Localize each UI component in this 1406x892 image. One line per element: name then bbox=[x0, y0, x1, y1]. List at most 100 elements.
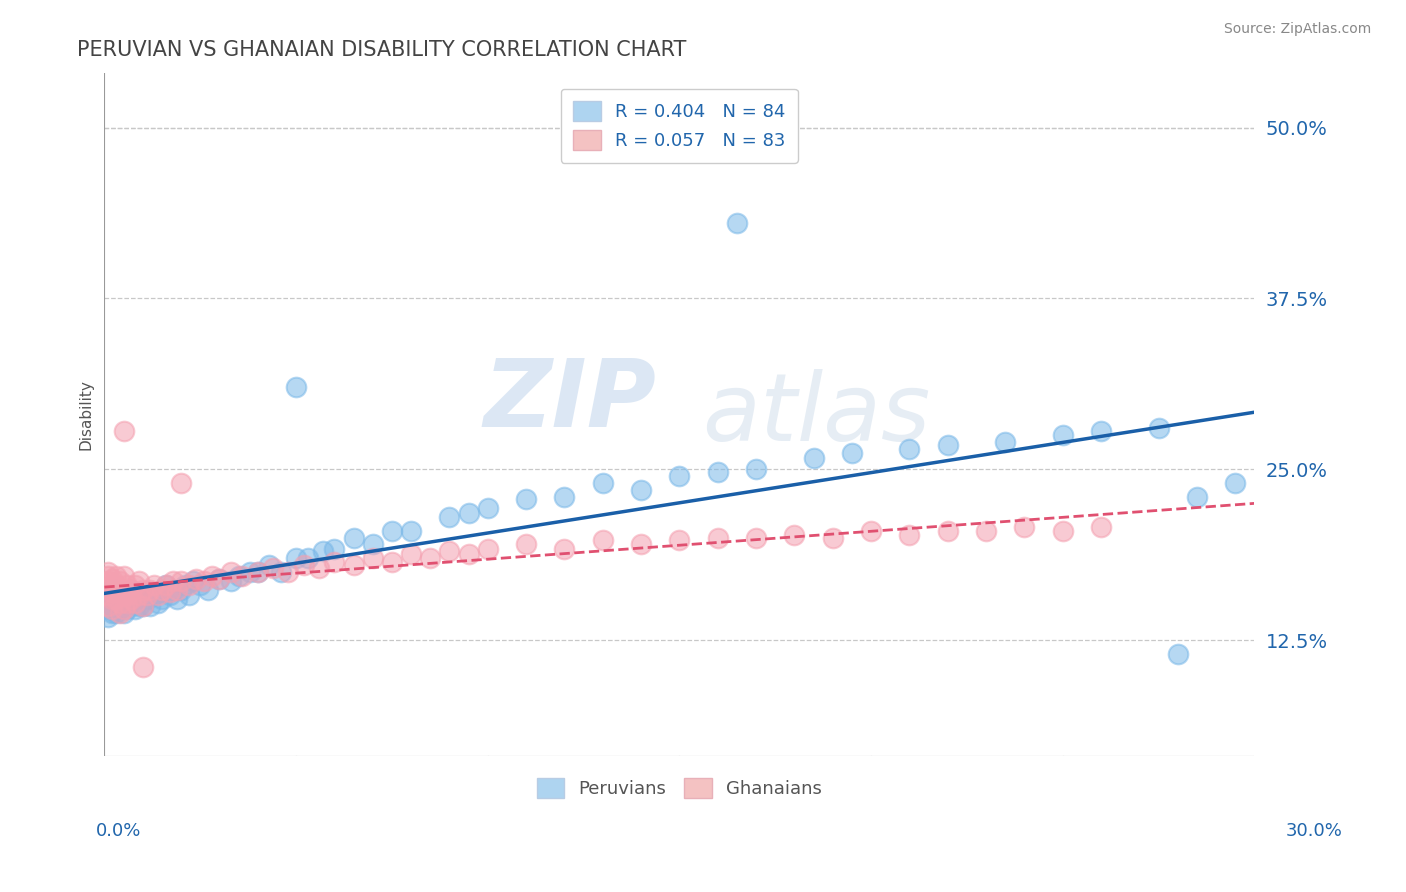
Point bbox=[1185, 490, 1208, 504]
Text: 0.0%: 0.0% bbox=[96, 822, 141, 840]
Point bbox=[208, 572, 231, 586]
Point bbox=[1147, 421, 1170, 435]
Point bbox=[104, 592, 127, 607]
Point bbox=[553, 490, 575, 504]
Point bbox=[277, 565, 299, 579]
Point bbox=[1090, 519, 1112, 533]
Point bbox=[231, 569, 253, 583]
Point bbox=[104, 582, 127, 597]
Point bbox=[159, 588, 181, 602]
Point bbox=[124, 578, 146, 592]
Point bbox=[177, 588, 200, 602]
Point bbox=[132, 588, 155, 602]
Point bbox=[112, 601, 135, 615]
Point bbox=[630, 483, 652, 497]
Point bbox=[108, 574, 131, 589]
Point bbox=[146, 596, 169, 610]
Point bbox=[292, 558, 315, 572]
Point bbox=[97, 574, 120, 589]
Point bbox=[707, 465, 730, 479]
Point bbox=[112, 569, 135, 583]
Point bbox=[112, 606, 135, 620]
Point bbox=[936, 524, 959, 538]
Point bbox=[181, 574, 204, 589]
Point bbox=[361, 537, 384, 551]
Point bbox=[270, 565, 292, 579]
Point bbox=[174, 578, 197, 592]
Point bbox=[170, 582, 193, 597]
Text: ZIP: ZIP bbox=[484, 355, 657, 447]
Point bbox=[132, 660, 155, 674]
Point bbox=[803, 451, 825, 466]
Point bbox=[630, 537, 652, 551]
Point bbox=[120, 592, 142, 607]
Point bbox=[783, 528, 806, 542]
Point bbox=[381, 555, 404, 569]
Point bbox=[97, 585, 120, 599]
Point bbox=[201, 569, 224, 583]
Legend: Peruvians, Ghanaians: Peruvians, Ghanaians bbox=[530, 771, 830, 805]
Point bbox=[228, 569, 250, 583]
Point bbox=[419, 551, 441, 566]
Point bbox=[108, 606, 131, 620]
Point bbox=[97, 610, 120, 624]
Point bbox=[139, 599, 162, 613]
Point bbox=[162, 574, 184, 589]
Point bbox=[117, 585, 139, 599]
Point bbox=[101, 592, 124, 607]
Point bbox=[101, 578, 124, 592]
Point bbox=[104, 599, 127, 613]
Point bbox=[219, 574, 242, 589]
Point bbox=[124, 601, 146, 615]
Y-axis label: Disability: Disability bbox=[79, 379, 93, 450]
Point bbox=[323, 541, 346, 556]
Point bbox=[97, 569, 120, 583]
Point bbox=[120, 582, 142, 597]
Point bbox=[399, 547, 422, 561]
Point bbox=[515, 537, 537, 551]
Point bbox=[101, 592, 124, 607]
Point bbox=[1052, 524, 1074, 538]
Point bbox=[162, 582, 184, 597]
Point bbox=[439, 544, 461, 558]
Point bbox=[101, 599, 124, 613]
Point bbox=[120, 582, 142, 597]
Point bbox=[108, 596, 131, 610]
Point bbox=[262, 560, 284, 574]
Point bbox=[166, 592, 188, 607]
Point bbox=[97, 592, 120, 607]
Point bbox=[323, 555, 346, 569]
Point bbox=[124, 592, 146, 607]
Point bbox=[101, 606, 124, 620]
Point bbox=[515, 492, 537, 507]
Point bbox=[117, 596, 139, 610]
Point bbox=[246, 565, 269, 579]
Point bbox=[312, 544, 335, 558]
Point bbox=[457, 547, 479, 561]
Point bbox=[128, 585, 150, 599]
Point bbox=[120, 592, 142, 607]
Point bbox=[128, 588, 150, 602]
Point bbox=[994, 434, 1017, 449]
Point bbox=[132, 599, 155, 613]
Point bbox=[285, 551, 308, 566]
Point bbox=[112, 592, 135, 607]
Point bbox=[143, 588, 166, 602]
Point bbox=[132, 599, 155, 613]
Point bbox=[124, 596, 146, 610]
Point bbox=[399, 524, 422, 538]
Point bbox=[112, 588, 135, 602]
Point bbox=[159, 585, 181, 599]
Point bbox=[150, 592, 173, 607]
Point bbox=[457, 506, 479, 520]
Point bbox=[97, 588, 120, 602]
Point bbox=[104, 578, 127, 592]
Point bbox=[108, 601, 131, 615]
Point bbox=[745, 462, 768, 476]
Point bbox=[101, 572, 124, 586]
Point bbox=[821, 531, 844, 545]
Point bbox=[146, 588, 169, 602]
Point bbox=[219, 565, 242, 579]
Point bbox=[342, 531, 364, 545]
Point bbox=[112, 596, 135, 610]
